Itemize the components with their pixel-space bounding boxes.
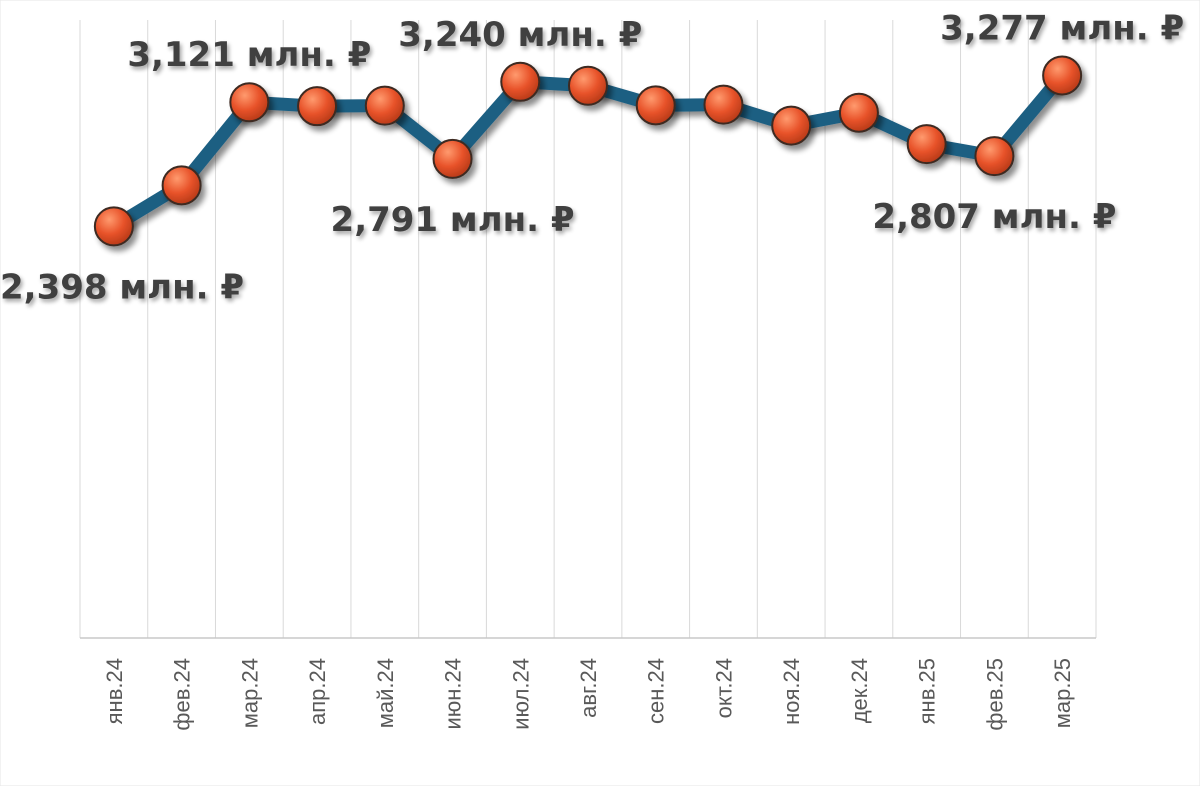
x-tick-label: янв.25 — [915, 658, 940, 724]
data-point-апр.24 — [297, 86, 338, 127]
data-point-авг.24 — [568, 65, 608, 106]
data-point-июл.24 — [500, 61, 541, 102]
data-label-мар.24: 3,121 млн. ₽ — [127, 35, 371, 75]
data-label-июн.24: 2,791 млн. ₽ — [331, 200, 575, 240]
x-tick-label: фев.25 — [982, 658, 1007, 731]
data-labels: 2,398 млн. ₽ 3,121 млн. ₽ 2,791 млн. ₽ 3,24… — [0, 8, 1184, 307]
gridlines — [79, 20, 1097, 638]
x-tick-label: дек.24 — [847, 658, 872, 723]
x-tick-label: май.24 — [373, 658, 398, 728]
x-tick-label: апр.24 — [305, 658, 330, 725]
data-point-мар.24 — [229, 82, 270, 123]
data-point-мар.25 — [1042, 55, 1083, 96]
data-label-янв.24: 2,398 млн. ₽ — [0, 267, 244, 307]
data-point-сен.24 — [635, 85, 676, 126]
x-tick-label: авг.24 — [576, 658, 601, 718]
data-point-янв.24 — [93, 206, 134, 247]
data-point-июн.24 — [432, 138, 473, 179]
data-point-дек.24 — [838, 92, 879, 133]
x-tick-labels: янв.24 фев.24 мар.24 апр.24 май.24 июн.24 июл.… — [102, 658, 1075, 731]
x-tick-label: окт.24 — [711, 658, 736, 718]
data-point-фев.25 — [974, 136, 1015, 177]
x-tick-label: июн.24 — [441, 658, 466, 730]
x-tick-label: ноя.24 — [779, 658, 804, 725]
data-point-фев.24 — [161, 165, 202, 206]
data-point-окт.24 — [703, 84, 744, 125]
data-label-фев.25: 2,807 млн. ₽ — [872, 197, 1116, 237]
data-label-июл.24: 3,240 млн. ₽ — [398, 15, 642, 55]
x-tick-label: янв.24 — [102, 658, 127, 724]
x-tick-label: фев.24 — [170, 658, 195, 731]
x-tick-label: июл.24 — [508, 658, 533, 730]
x-tick-label: мар.25 — [1050, 658, 1075, 728]
data-label-мар.25: 3,277 млн. ₽ — [940, 8, 1184, 48]
x-tick-label: мар.24 — [237, 658, 262, 728]
data-point-май.24 — [364, 85, 405, 126]
data-point-ноя.24 — [771, 105, 812, 146]
markers — [93, 55, 1083, 247]
x-tick-label: сен.24 — [644, 658, 669, 724]
data-point-янв.25 — [906, 124, 947, 165]
